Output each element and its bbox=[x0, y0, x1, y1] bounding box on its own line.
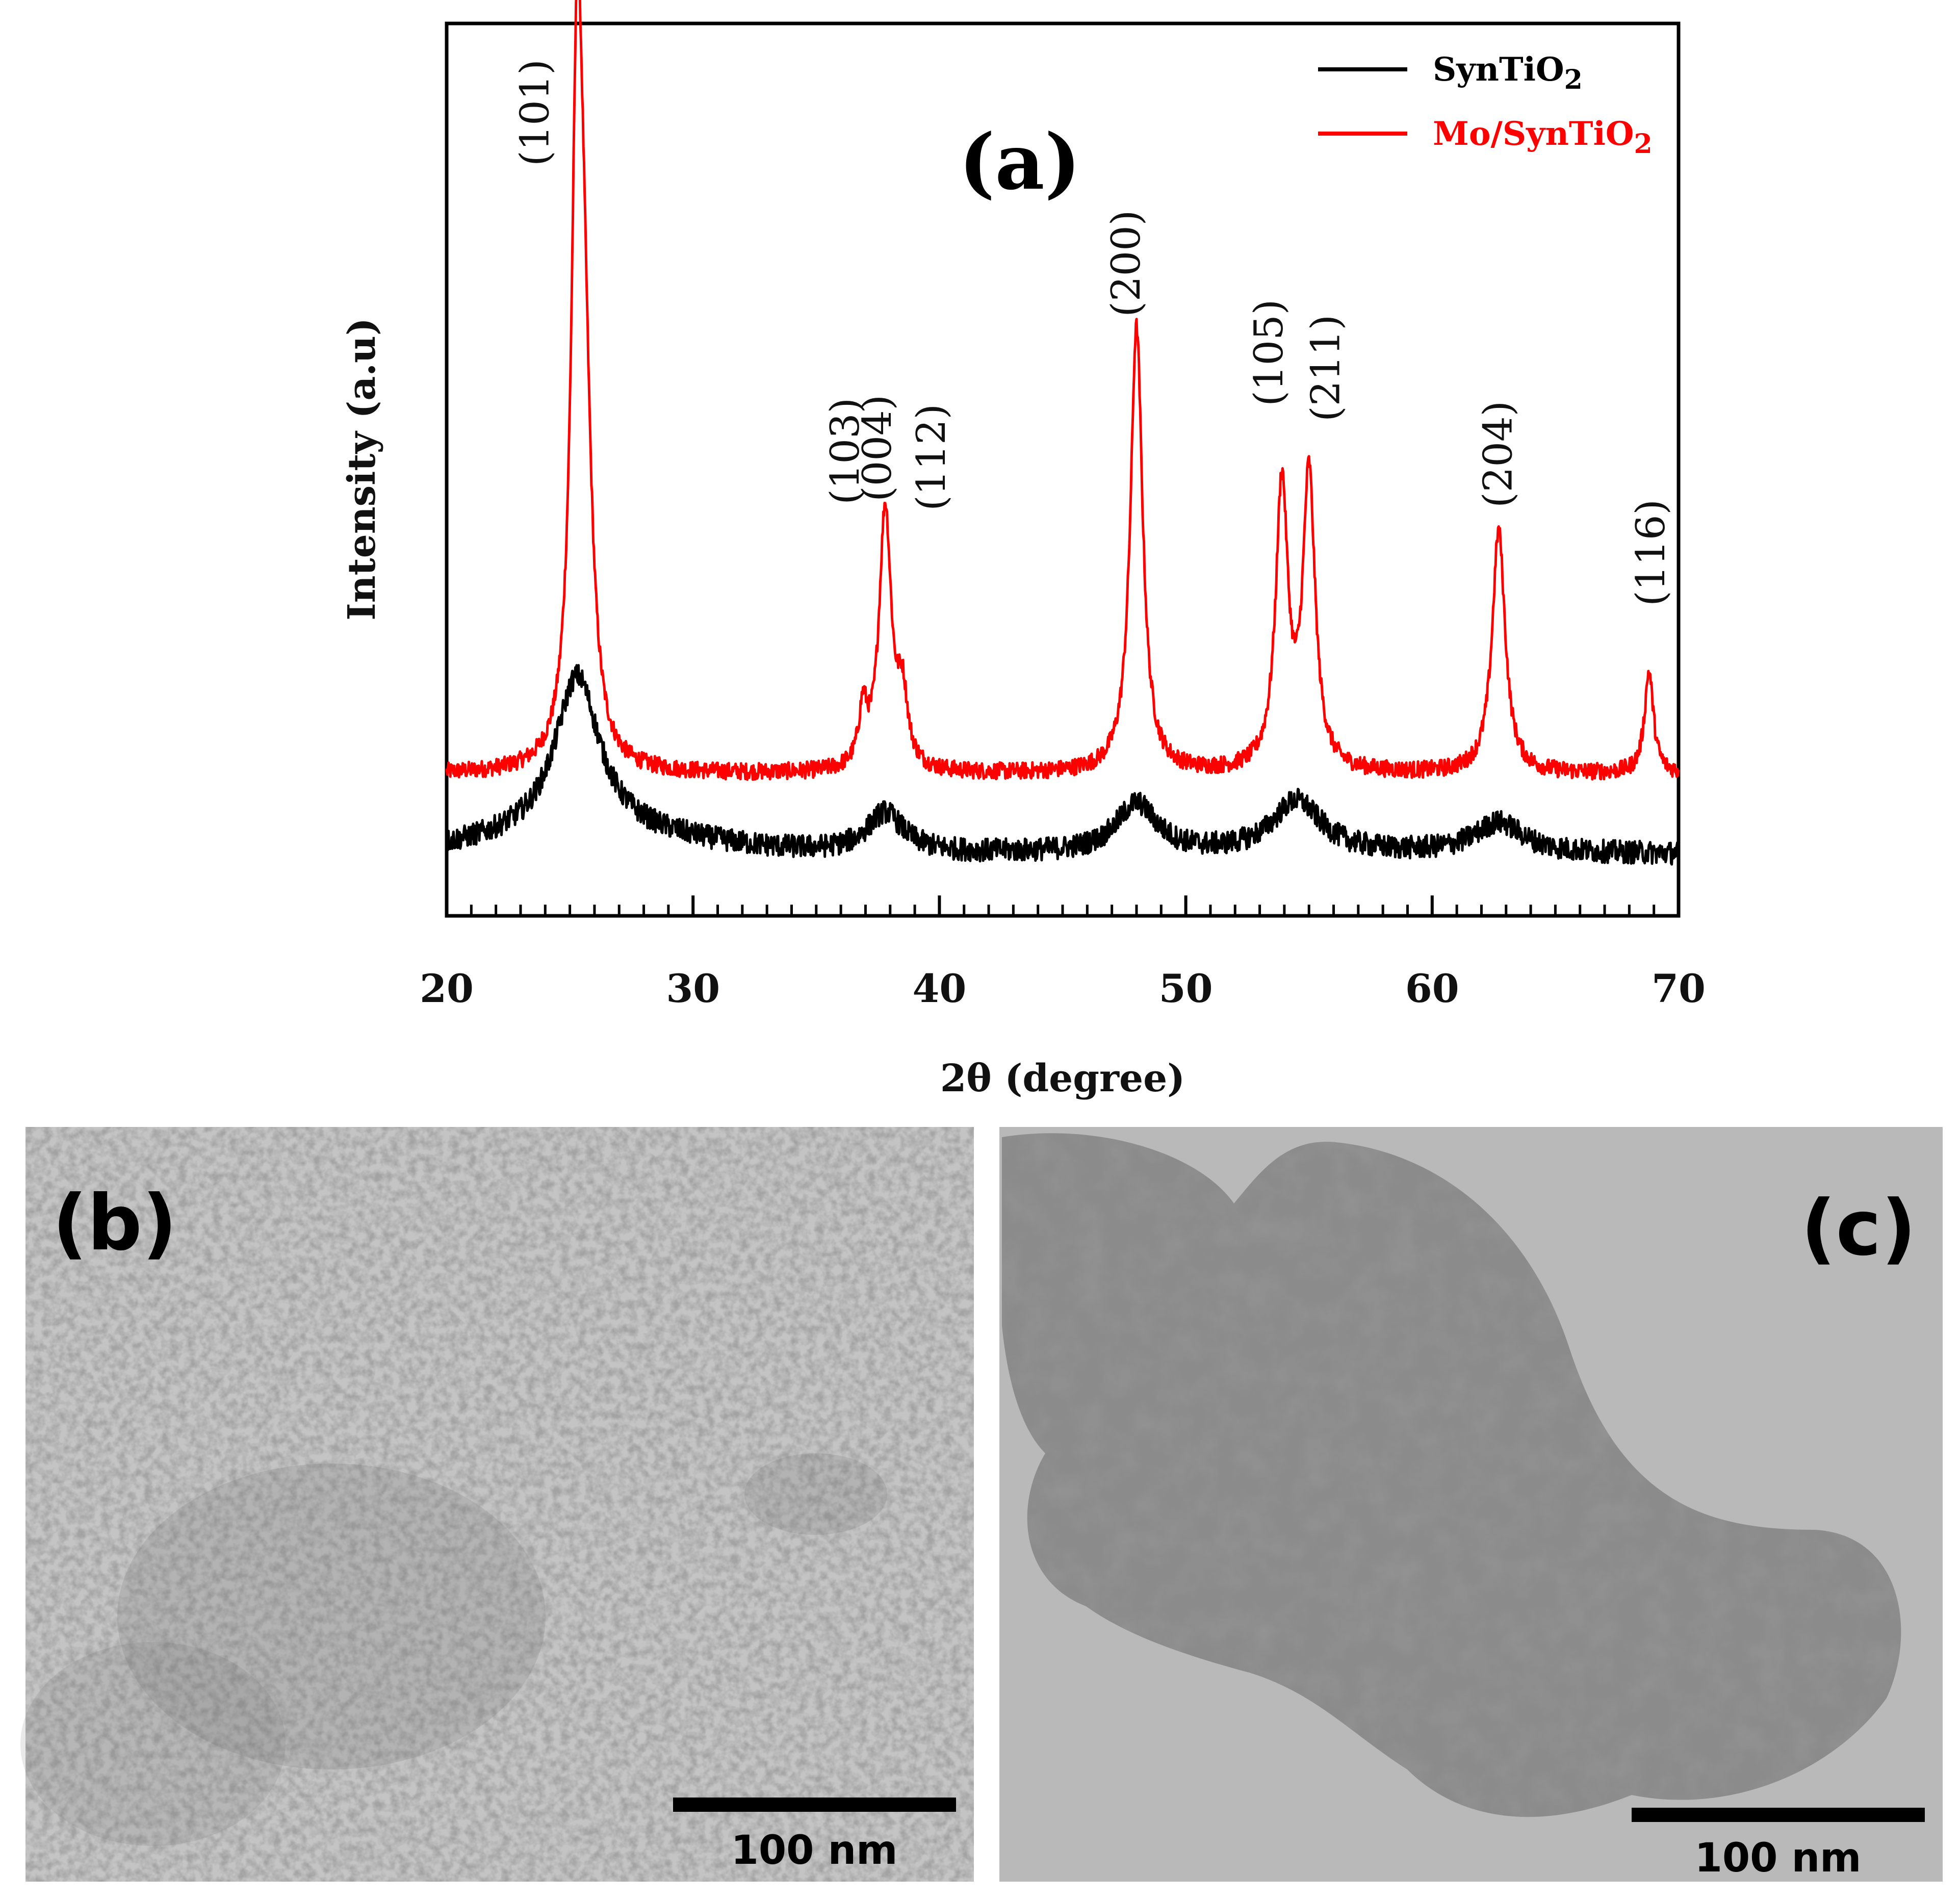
x-axis-title: 2θ (degree) bbox=[940, 1057, 1185, 1100]
peak-label: (105) bbox=[1246, 299, 1292, 406]
x-tick-label: 60 bbox=[1405, 966, 1459, 1011]
x-axis-ticks bbox=[445, 895, 1680, 916]
peak-label: (211) bbox=[1303, 315, 1349, 422]
peak-label: (200) bbox=[1103, 210, 1149, 317]
peak-label: (004) bbox=[855, 395, 900, 502]
scale-bar-c bbox=[1632, 1808, 1925, 1822]
xrd-chart: 20 30 40 50 60 70 2θ (degree) Intensity (a.u)… bbox=[340, 0, 1706, 1100]
peak-annotations: (101) (103)(004) (112) (200) (105) (211) (204)… bbox=[512, 59, 1674, 606]
scale-bar-b bbox=[673, 1798, 956, 1812]
panel-label-c: (c) bbox=[1801, 1184, 1916, 1273]
peak-label: (103) bbox=[822, 398, 868, 505]
peak-label: (116) bbox=[1628, 499, 1674, 606]
x-tick-label: 20 bbox=[420, 966, 474, 1011]
peak-label: (204) bbox=[1476, 401, 1521, 508]
peak-label: (101) bbox=[512, 59, 558, 166]
tem-image-c: (c) 100 nm bbox=[999, 1127, 1943, 1882]
x-tick-label: 50 bbox=[1159, 966, 1213, 1011]
x-tick-label: 40 bbox=[913, 966, 967, 1011]
x-tick-label: 70 bbox=[1652, 966, 1706, 1011]
series-line-syntio2 bbox=[445, 664, 1680, 866]
x-tick-label: 30 bbox=[666, 966, 720, 1011]
panel-label-b: (b) bbox=[53, 1179, 177, 1268]
legend: SynTiO2 Mo/SynTiO2 bbox=[1318, 50, 1653, 160]
scale-bar-label-b: 100 nm bbox=[731, 1828, 898, 1874]
scale-bar-label-c: 100 nm bbox=[1695, 1835, 1862, 1881]
x-axis-tick-labels: 20 30 40 50 60 70 bbox=[420, 966, 1706, 1011]
peak-label: (112) bbox=[909, 404, 955, 511]
tem-image-b: (b) 100 nm bbox=[20, 1127, 974, 1882]
y-axis-title: Intensity (a.u) bbox=[340, 318, 384, 621]
legend-label-syntio2: SynTiO2 bbox=[1433, 50, 1583, 95]
series-layer bbox=[445, 0, 1680, 866]
panel-label-a: (a) bbox=[959, 117, 1080, 207]
series-line-mo-syntio2 bbox=[445, 0, 1680, 781]
legend-label-mo-syntio2: Mo/SynTiO2 bbox=[1433, 115, 1653, 160]
